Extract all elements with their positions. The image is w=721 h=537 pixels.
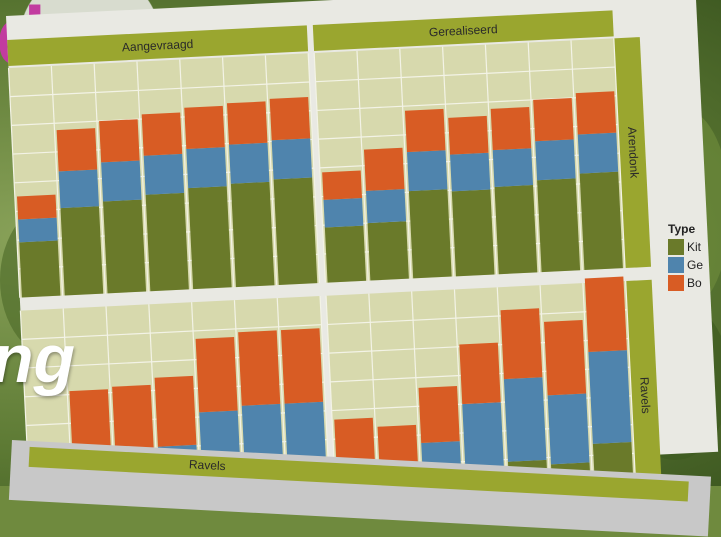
- bar-bo: [490, 106, 532, 151]
- bar-bo: [195, 337, 238, 413]
- facet-strip-ravels: [625, 279, 663, 486]
- grid-line-horizontal: [315, 66, 616, 83]
- bar-ge: [577, 132, 619, 174]
- bar-kit: [145, 192, 189, 292]
- facet-strip-gerealiseerd: [312, 10, 614, 51]
- bar-bo: [575, 91, 617, 135]
- bar-bo: [141, 112, 183, 156]
- grid-line-horizontal: [327, 309, 628, 326]
- grid-line-vertical: [7, 67, 21, 298]
- facet-strip-label-gerealiseerd: Gerealiseerd: [429, 22, 498, 39]
- bar-ge: [58, 169, 99, 209]
- legend-item-ge: Ge: [668, 256, 703, 274]
- bar-kit: [19, 240, 61, 298]
- bar-ge: [271, 138, 313, 180]
- bar-bo: [184, 105, 225, 150]
- bar-bo: [16, 194, 57, 220]
- facet-strip-label-aangevraagd: Aangevraagd: [122, 37, 194, 54]
- bar-bo: [112, 384, 154, 456]
- bar-kit: [367, 221, 409, 281]
- bar-bo: [418, 386, 460, 444]
- bar-kit: [494, 185, 538, 275]
- bar-bo: [280, 328, 324, 404]
- bar-bo: [238, 330, 281, 406]
- bar-ge: [101, 160, 142, 202]
- bar-ge: [18, 217, 58, 243]
- bar-kit: [579, 171, 623, 271]
- bar-bo: [269, 97, 311, 141]
- bar-kit: [408, 189, 452, 279]
- faceted-bar-chart: Aangevraagd Gerealiseerd Arendonk Ravels: [6, 0, 719, 486]
- bar-ge: [535, 139, 576, 181]
- bar-ge: [462, 402, 505, 474]
- bar-ge: [323, 198, 364, 228]
- bar-bo: [533, 97, 574, 142]
- bar-bo: [56, 128, 98, 172]
- grid-line-horizontal: [21, 324, 322, 340]
- bar-kit: [273, 177, 318, 285]
- legend-swatch-kit: [668, 239, 684, 255]
- bar-kit: [60, 206, 104, 296]
- bar-bo: [500, 308, 543, 380]
- bar-ge: [228, 142, 270, 184]
- bar-ge: [547, 393, 590, 465]
- bar-kit: [451, 189, 495, 277]
- bar-ge: [143, 153, 185, 195]
- bar-bo: [584, 276, 627, 352]
- bar-kit: [324, 225, 367, 283]
- bar-kit: [103, 199, 147, 294]
- bar-bo: [544, 319, 587, 396]
- bar-bo: [322, 170, 363, 200]
- legend-item-kit: Kit: [668, 238, 703, 256]
- legend-swatch-ge: [668, 257, 684, 273]
- bar-ge: [450, 152, 491, 192]
- bar-kit: [188, 186, 232, 290]
- bar-kit: [230, 181, 275, 288]
- legend-swatch-bo: [668, 275, 684, 291]
- legend-label-ge: Ge: [687, 258, 704, 272]
- facet-strip-label-arendonk: Arendonk: [625, 127, 642, 180]
- bar-bo: [226, 101, 268, 145]
- facet-strip-label: Ravels: [188, 457, 226, 474]
- bar-ge: [186, 147, 227, 189]
- bar-ge: [492, 148, 534, 187]
- facet-strip-arendonk: [613, 37, 652, 269]
- brand-word: ng: [0, 321, 76, 397]
- bar-bo: [154, 375, 197, 447]
- bar-ge: [406, 150, 448, 192]
- bar-ge: [588, 350, 632, 444]
- chart-slide: Aangevraagd Gerealiseerd Arendonk Ravels Ty…: [6, 0, 719, 486]
- bar-bo: [448, 115, 489, 155]
- facet-strip-aangevraagd: [7, 25, 309, 66]
- bar-ge: [503, 377, 547, 462]
- grid-line-horizontal: [9, 81, 310, 98]
- facet-strip-label-ravels: Ravels: [637, 377, 653, 414]
- legend-item-bo: Bo: [668, 274, 703, 292]
- legend-label-kit: Kit: [687, 240, 702, 254]
- bar-bo: [99, 119, 140, 163]
- bar-bo: [69, 389, 112, 461]
- legend-title: Type: [668, 222, 696, 236]
- bar-bo: [363, 147, 405, 191]
- bar-bo: [404, 108, 446, 153]
- bar-kit: [537, 178, 581, 273]
- bar-bo: [459, 342, 501, 405]
- legend-label-bo: Bo: [687, 276, 702, 290]
- bar-ge: [365, 189, 407, 224]
- legend: Type Kit Ge Bo: [668, 222, 703, 292]
